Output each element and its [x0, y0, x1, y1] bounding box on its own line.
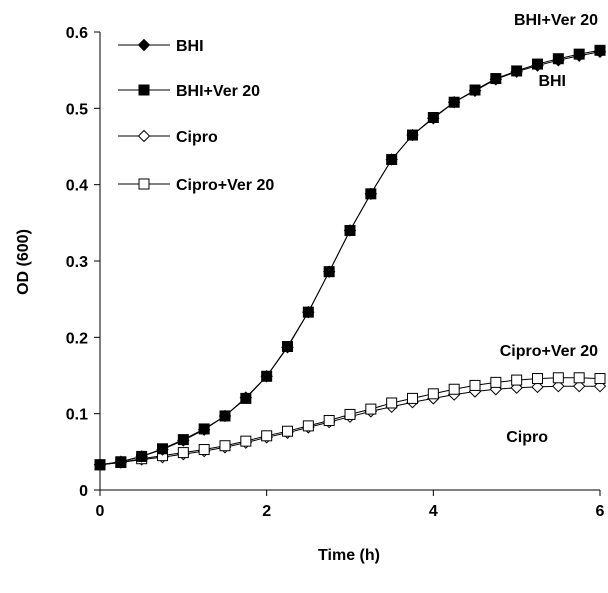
- data-point-cipro-ver-20: [552, 372, 564, 384]
- data-point-cipro-ver-20: [407, 392, 418, 404]
- data-point-bhi-ver-20: [282, 340, 293, 352]
- series-bhi-ver-20: [94, 44, 606, 471]
- data-point-cipro: [572, 379, 586, 393]
- data-point-bhi-ver-20: [157, 443, 168, 455]
- legend-marker: [138, 178, 150, 190]
- data-point-cipro-ver-20: [365, 403, 377, 415]
- data-point-bhi-ver-20: [240, 392, 252, 404]
- data-point-cipro-ver-20: [448, 383, 460, 395]
- legend-label: Cipro+Ver 20: [176, 177, 274, 194]
- series-line-cipro: [99, 385, 600, 466]
- series-line-bhi: [99, 51, 601, 466]
- data-point-cipro-ver-20: [594, 373, 606, 385]
- data-point-bhi-ver-20: [386, 153, 398, 165]
- data-point-cipro-ver-20: [323, 415, 335, 427]
- axes: 0 0.1 0.2 0.3 0.4 0.5 0.6 0 2 4 6: [66, 25, 605, 520]
- data-point-cipro-ver-20: [469, 379, 481, 391]
- data-point-bhi-ver-20: [115, 456, 127, 468]
- data-point-bhi-ver-20: [219, 410, 231, 422]
- data-point-bhi-ver-20: [94, 459, 106, 471]
- legend-label: BHI+Ver 20: [176, 83, 260, 100]
- legend-marker: [137, 129, 151, 143]
- legend-item-cipro-ver-20: Cipro+Ver 20: [118, 177, 274, 194]
- series-line-bhi-ver-20: [99, 49, 601, 466]
- x-tick-label: 2: [262, 503, 271, 520]
- data-point-bhi-ver-20: [302, 306, 314, 318]
- data-point-cipro-ver-20: [511, 374, 523, 386]
- y-tick-label: 0.2: [66, 330, 88, 347]
- data-point-cipro: [552, 379, 565, 393]
- x-tick-label: 0: [96, 503, 105, 520]
- data-point-bhi-ver-20: [365, 188, 377, 200]
- data-point-bhi-ver-20: [323, 266, 335, 278]
- data-point-cipro-ver-20: [219, 440, 231, 452]
- data-point-bhi-ver-20: [448, 96, 460, 108]
- annotation-cipro-ver20: Cipro+Ver 20: [500, 343, 598, 360]
- data-point-bhi-ver-20: [573, 48, 585, 60]
- data-point-bhi-ver-20: [427, 111, 439, 123]
- annotation-bhi-ver20: BHI+Ver 20: [514, 12, 598, 29]
- annotation-bhi: BHI: [538, 73, 566, 90]
- y-tick-label: 0.1: [66, 407, 88, 424]
- legend: BHI BHI+Ver 20 Cipro Cipro+Ver 20: [118, 38, 274, 194]
- y-tick-label: 0.3: [66, 254, 88, 271]
- data-point-cipro-ver-20: [386, 397, 398, 409]
- series-layer: [93, 44, 607, 472]
- data-point-bhi-ver-20: [511, 65, 523, 77]
- data-point-cipro: [531, 380, 544, 394]
- data-point-bhi-ver-20: [344, 224, 356, 236]
- legend-item-bhi-ver-20: BHI+Ver 20: [118, 83, 260, 100]
- legend-marker: [137, 38, 151, 52]
- data-point-bhi-ver-20: [177, 434, 189, 446]
- data-point-cipro-ver-20: [344, 408, 356, 420]
- data-point-cipro-ver-20: [302, 420, 314, 432]
- y-tick-label: 0.4: [66, 178, 88, 195]
- legend-label: Cipro: [176, 129, 218, 146]
- data-point-bhi-ver-20: [552, 53, 564, 65]
- y-axis-title: OD (600): [15, 229, 32, 295]
- data-point-cipro-ver-20: [240, 435, 252, 447]
- y-tick-label: 0.6: [66, 25, 88, 42]
- data-point-bhi-ver-20: [136, 450, 148, 462]
- x-tick-label: 6: [596, 503, 605, 520]
- series-bhi: [93, 45, 607, 472]
- series-cipro: [93, 379, 607, 472]
- data-point-bhi-ver-20: [261, 370, 273, 382]
- annotation-cipro: Cipro: [506, 429, 548, 446]
- series-cipro-ver-20: [94, 372, 606, 471]
- legend-item-bhi: BHI: [118, 38, 204, 55]
- x-axis-title: Time (h): [318, 547, 380, 564]
- data-point-bhi-ver-20: [407, 129, 418, 141]
- legend-item-cipro: Cipro: [118, 129, 218, 146]
- data-point-cipro-ver-20: [532, 373, 543, 385]
- data-point-bhi-ver-20: [469, 84, 481, 96]
- legend-label: BHI: [176, 38, 204, 55]
- data-point-cipro-ver-20: [198, 444, 210, 456]
- data-point-bhi-ver-20: [594, 44, 606, 56]
- y-tick-label: 0.5: [66, 101, 88, 118]
- data-point-cipro-ver-20: [573, 372, 585, 384]
- data-point-cipro-ver-20: [282, 425, 293, 437]
- data-point-cipro-ver-20: [490, 376, 502, 388]
- y-tick-label: 0: [79, 483, 88, 500]
- legend-marker: [138, 84, 150, 96]
- data-point-bhi-ver-20: [532, 58, 543, 70]
- data-point-cipro-ver-20: [177, 447, 189, 459]
- data-point-cipro-ver-20: [427, 388, 439, 400]
- data-point-bhi-ver-20: [198, 423, 210, 435]
- data-point-bhi-ver-20: [490, 73, 502, 85]
- x-tick-label: 4: [429, 503, 438, 520]
- data-point-cipro-ver-20: [261, 430, 273, 442]
